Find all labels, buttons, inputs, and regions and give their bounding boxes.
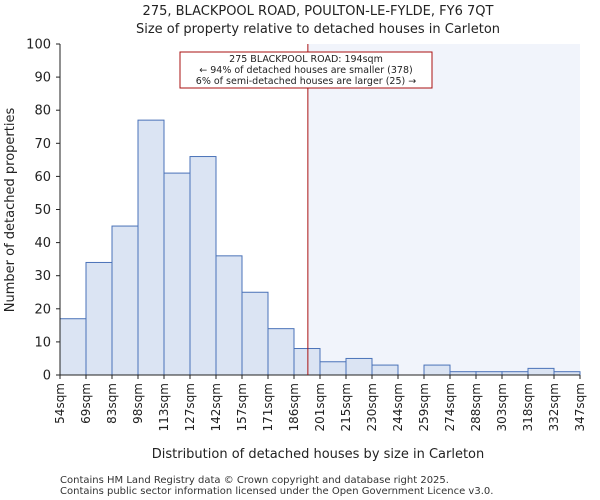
annotation-line-2: ← 94% of detached houses are smaller (37…: [199, 65, 412, 76]
x-axis-label: Distribution of detached houses by size …: [152, 447, 485, 462]
y-tick-label: 80: [34, 104, 51, 119]
annotation-line-3: 6% of semi-detached houses are larger (2…: [196, 76, 416, 87]
x-tick-label: 98sqm: [131, 383, 145, 424]
chart-title: 275, BLACKPOOL ROAD, POULTON-LE-FYLDE, F…: [143, 4, 494, 19]
footer-line-2: Contains public sector information licen…: [60, 486, 493, 497]
x-tick-label: 113sqm: [157, 383, 171, 431]
x-tick-label: 127sqm: [183, 383, 197, 431]
x-tick-label: 244sqm: [391, 383, 405, 431]
x-tick-label: 347sqm: [573, 383, 587, 431]
bar-83sqm: [111, 225, 139, 376]
x-tick-label: 186sqm: [287, 383, 301, 431]
bar-69sqm: [85, 261, 113, 376]
bar-142sqm: [215, 255, 243, 376]
y-tick-label: 40: [34, 236, 51, 251]
bar-113sqm: [163, 172, 191, 376]
bar-201sqm: [319, 361, 347, 376]
y-tick-label: 10: [34, 335, 51, 350]
x-tick-label: 303sqm: [495, 383, 509, 431]
y-tick-label: 30: [34, 269, 51, 284]
x-tick-label: 142sqm: [209, 383, 223, 431]
x-tick-label: 230sqm: [365, 383, 379, 431]
x-tick-label: 157sqm: [235, 383, 249, 431]
bar-318sqm: [527, 367, 555, 376]
bar-127sqm: [189, 156, 217, 376]
x-tick-label: 318sqm: [521, 383, 535, 431]
larger-properties-region: [307, 44, 580, 375]
x-tick-label: 259sqm: [417, 383, 431, 431]
bar-157sqm: [241, 291, 269, 376]
bar-215sqm: [345, 357, 373, 376]
y-tick-label: 60: [34, 170, 51, 185]
bar-259sqm: [423, 364, 451, 376]
annotation-box: 275 BLACKPOOL ROAD: 194sqm ← 94% of deta…: [179, 51, 433, 89]
x-tick-label: 171sqm: [261, 383, 275, 431]
x-tick-label: 69sqm: [79, 383, 93, 424]
bar-186sqm: [293, 348, 321, 376]
y-axis-label: Number of detached properties: [3, 108, 18, 313]
y-tick-label: 20: [34, 302, 51, 317]
annotation-line-1: 275 BLACKPOOL ROAD: 194sqm: [229, 54, 383, 65]
x-tick-label: 274sqm: [443, 383, 457, 431]
x-tick-label: 83sqm: [105, 383, 119, 424]
y-tick-label: 90: [34, 71, 51, 86]
x-tick-label: 332sqm: [547, 383, 561, 431]
y-tick-label: 50: [34, 203, 51, 218]
x-tick-label: 288sqm: [469, 383, 483, 431]
x-tick-label: 201sqm: [313, 383, 327, 431]
bar-171sqm: [267, 328, 295, 376]
x-tick-label: 54sqm: [53, 383, 67, 424]
chart-subtitle: Size of property relative to detached ho…: [136, 22, 500, 37]
y-tick-label: 0: [43, 369, 51, 384]
footer-line-1: Contains HM Land Registry data © Crown c…: [60, 475, 449, 486]
bar-54sqm: [59, 318, 87, 376]
y-tick-label: 70: [34, 137, 51, 152]
bar-230sqm: [371, 364, 399, 376]
y-tick-label: 100: [26, 38, 51, 53]
bar-98sqm: [137, 119, 165, 376]
x-tick-label: 215sqm: [339, 383, 353, 431]
